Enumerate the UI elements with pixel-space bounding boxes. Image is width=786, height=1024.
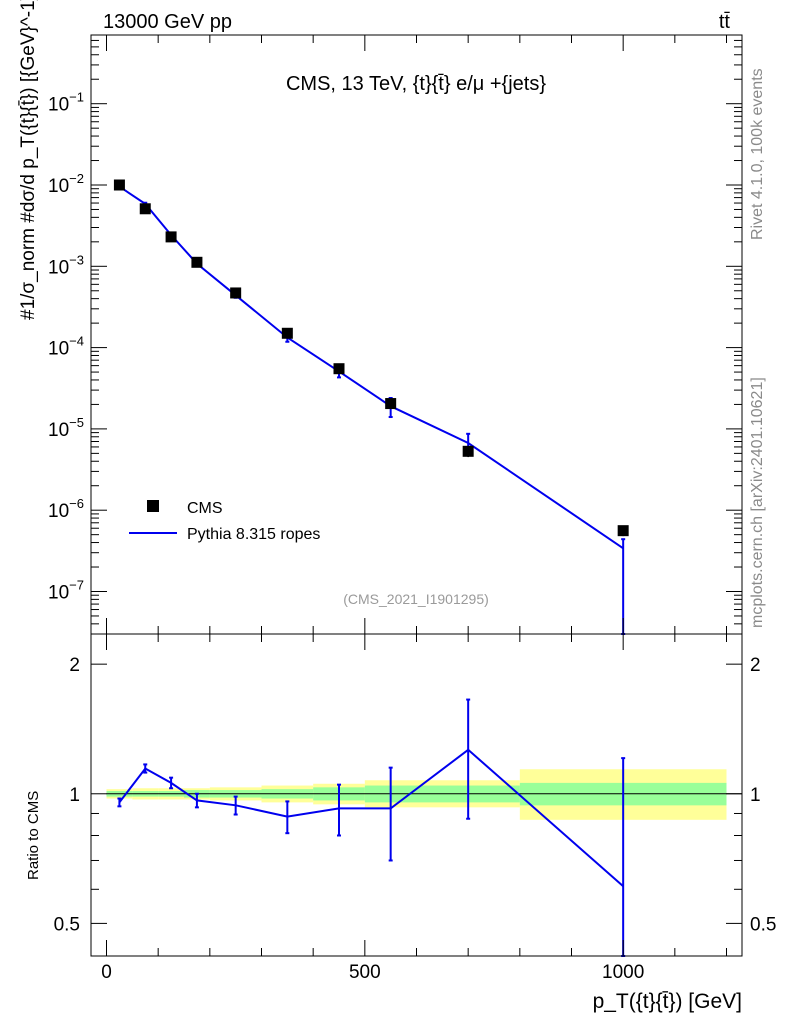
- legend: CMS Pythia 8.315 ropes: [129, 500, 320, 543]
- tick-label-exponent: −5: [69, 415, 84, 430]
- ratio-y-axis-label: Ratio to CMS: [25, 791, 42, 880]
- ratio-y-tick-label-left: 0.5: [54, 914, 80, 935]
- chart-title: CMS, 13 TeV, {t}{t̄} e/μ +{jets}: [286, 73, 546, 95]
- rivet-info-label: Rivet 4.1.0, 100k events: [749, 68, 766, 240]
- header-process-label: tt̄: [719, 11, 731, 33]
- cms-data-point: [617, 525, 629, 537]
- main-y-tick-label: 10−6: [48, 496, 84, 522]
- main-y-tick-label: 10−2: [48, 171, 84, 197]
- tick-label-base: 10: [48, 339, 69, 360]
- cms-data-point: [230, 287, 242, 299]
- ratio-y-tick-label-right: 0.5: [750, 914, 776, 935]
- cms-data-point: [333, 363, 345, 375]
- legend-label-cms: CMS: [187, 500, 223, 517]
- main-y-tick-label: 10−4: [48, 334, 84, 360]
- main-panel: 10−710−610−510−410−310−210−1 CMS, 13 TeV…: [18, 0, 743, 635]
- tick-label-base: 10: [48, 95, 69, 116]
- ratio-frame: [90, 633, 743, 957]
- ratio-y-tick-label-left: 2: [69, 655, 80, 676]
- tick-label-base: 10: [48, 420, 69, 441]
- tick-label-exponent: −6: [69, 496, 84, 511]
- tick-label-exponent: −3: [69, 252, 84, 267]
- main-y-tick-label: 10−3: [48, 252, 84, 278]
- tick-label-exponent: −2: [69, 171, 84, 186]
- tick-label-base: 10: [48, 176, 69, 197]
- tick-label-base: 10: [48, 501, 69, 522]
- tick-label-exponent: −1: [69, 90, 84, 105]
- cms-data-point: [139, 203, 151, 215]
- ratio-y-tick-label-left: 1: [69, 785, 80, 806]
- cms-data-point: [165, 231, 177, 243]
- main-y-tick-label: 10−5: [48, 415, 84, 441]
- cms-data-point: [281, 327, 293, 339]
- header-energy-label: 13000 GeV pp: [103, 11, 232, 33]
- pythia-series-line: [118, 185, 624, 550]
- ratio-panel: 0.5 0.5 1 1 2 2 0 500 1000 Ratio to CMS p_T({t}…: [25, 633, 777, 1013]
- mcplots-info-label: mcplots.cern.ch [arXiv:2401.10621]: [749, 377, 766, 628]
- main-frame: [90, 34, 743, 635]
- main-y-axis-label: #1/σ_norm #dσ/d p_T({t}{t̄}) [{GeV}^-1]: [18, 0, 39, 320]
- tick-label-base: 10: [48, 582, 69, 603]
- cms-data-point: [385, 398, 397, 410]
- legend-label-pythia: Pythia 8.315 ropes: [187, 526, 320, 543]
- ratio-series-line: [118, 748, 624, 887]
- tick-label-base: 10: [48, 257, 69, 278]
- main-y-tick-label: 10−1: [48, 90, 84, 116]
- cms-data-point: [462, 445, 474, 457]
- analysis-watermark: (CMS_2021_I1901295): [343, 591, 489, 607]
- main-y-tick-labels: 10−710−610−510−410−310−210−1: [48, 90, 84, 604]
- tick-label-exponent: −4: [69, 334, 84, 349]
- tick-label-exponent: −7: [69, 577, 84, 592]
- cms-data-point: [191, 256, 203, 268]
- x-axis-label: p_T({t}{t̄}) [GeV]: [593, 990, 742, 1013]
- ratio-y-tick-label-right: 2: [750, 655, 761, 676]
- x-tick-label: 1000: [602, 962, 644, 983]
- x-tick-label: 0: [101, 962, 112, 983]
- legend-cms-marker: [147, 500, 159, 512]
- ratio-y-tick-label-right: 1: [750, 785, 761, 806]
- x-tick-labels: 0 500 1000: [101, 962, 644, 983]
- x-tick-label: 500: [349, 962, 381, 983]
- cms-data-point: [113, 179, 125, 191]
- main-y-tick-label: 10−7: [48, 577, 84, 603]
- ratio-y-tick-labels: 0.5 0.5 1 1 2 2: [54, 655, 777, 935]
